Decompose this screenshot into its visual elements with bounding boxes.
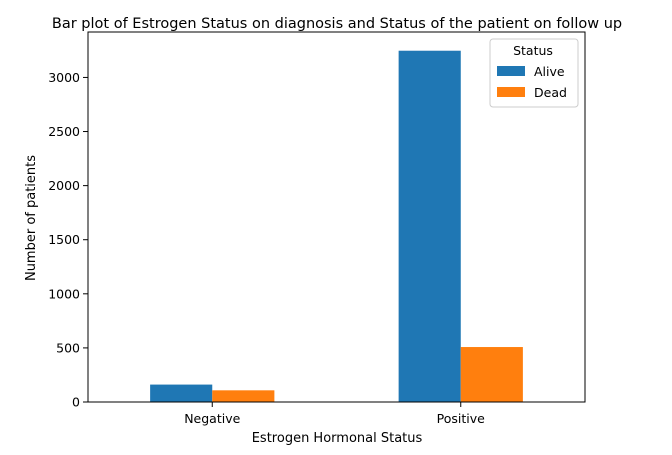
y-tick-label: 1000: [48, 286, 80, 301]
y-tick-label: 500: [56, 340, 80, 355]
y-axis: 0 500 1000 1500 2000 2500 3000: [48, 70, 88, 410]
y-tick-label: 2000: [48, 178, 80, 193]
bar-dead-positive: [460, 347, 523, 402]
bar-dead-negative: [212, 390, 275, 402]
x-tick-label: Negative: [184, 411, 240, 426]
x-tick-label: Positive: [437, 411, 485, 426]
bar-alive-positive: [398, 50, 461, 402]
legend-label-alive: Alive: [534, 64, 565, 79]
legend-label-dead: Dead: [534, 85, 567, 100]
legend: Status Alive Dead: [489, 38, 579, 108]
bar-alive-negative: [150, 384, 213, 402]
y-axis-label: Number of patients: [24, 155, 39, 281]
y-tick-label: 1500: [48, 232, 80, 247]
y-tick-label: 2500: [48, 124, 80, 139]
y-tick-label: 0: [72, 395, 80, 410]
bars-group: [150, 50, 523, 402]
x-axis-label: Estrogen Hormonal Status: [252, 431, 423, 446]
legend-swatch-alive: [497, 66, 525, 76]
legend-title: Status: [513, 43, 553, 58]
legend-swatch-dead: [497, 87, 525, 97]
x-axis: Negative Positive: [184, 402, 485, 426]
y-tick-label: 3000: [48, 70, 80, 85]
chart-title: Bar plot of Estrogen Status on diagnosis…: [52, 16, 622, 32]
plot-frame: [87, 31, 586, 403]
